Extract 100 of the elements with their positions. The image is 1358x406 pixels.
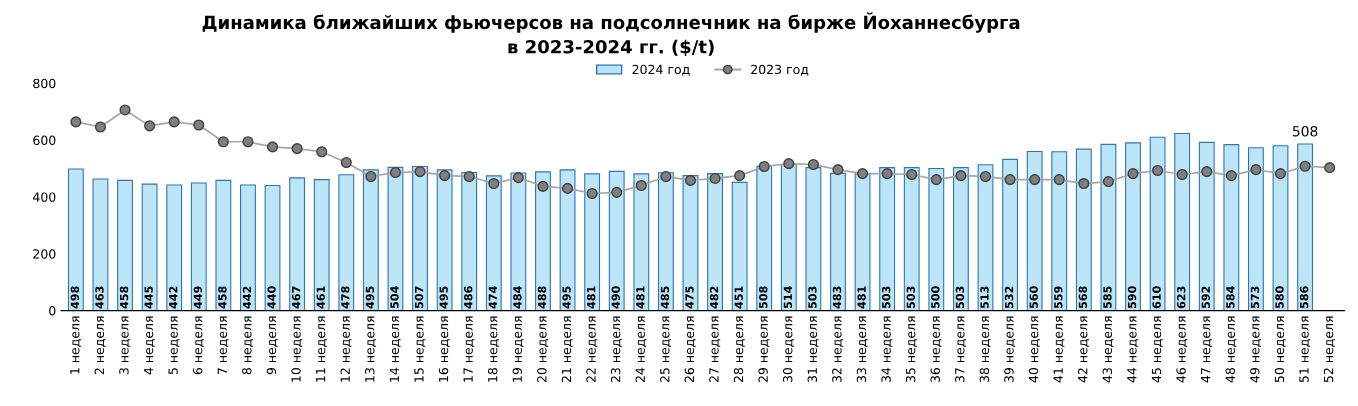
data-label: 495 (439, 286, 448, 309)
data-label: 504 (390, 286, 399, 309)
data-label: 559 (1054, 286, 1063, 309)
bar (977, 164, 994, 311)
point (439, 170, 451, 182)
bar (928, 167, 945, 311)
point (906, 168, 918, 181)
x-tick-label: 51 неделя (1299, 316, 1311, 383)
data-label: 485 (660, 286, 670, 309)
x-tick-label: 37 неделя (955, 316, 967, 383)
point (955, 170, 967, 182)
point (611, 186, 623, 198)
data-label: 482 (709, 286, 719, 309)
point (144, 120, 156, 132)
bar (1297, 143, 1314, 311)
data-label: 451 (734, 286, 743, 309)
bar (215, 179, 232, 311)
x-tick-label: 22 неделя (586, 316, 598, 383)
data-label: 513 (980, 286, 989, 309)
bar (436, 169, 453, 311)
x-tick-label: 17 неделя (463, 316, 475, 382)
data-label: 481 (636, 286, 645, 309)
data-label: 498 (70, 286, 80, 309)
point (389, 166, 402, 179)
bar (240, 184, 256, 311)
bar (387, 166, 404, 311)
data-label: 560 (1029, 286, 1038, 309)
bar (1198, 141, 1215, 311)
x-tick-label: 25 неделя (660, 316, 672, 383)
data-label: 458 (119, 286, 129, 309)
data-label: 532 (1004, 286, 1014, 309)
bar (731, 181, 748, 311)
point (340, 156, 352, 169)
bar (633, 173, 650, 311)
point (1250, 164, 1262, 176)
data-label: 592 (1201, 286, 1210, 309)
x-tick-label: 20 неделя (537, 316, 549, 383)
data-label: 584 (1226, 286, 1235, 309)
point (684, 174, 697, 186)
point (1152, 164, 1164, 177)
data-label: 503 (906, 286, 915, 309)
bar (1002, 158, 1019, 311)
data-label: 503 (881, 286, 891, 309)
point (807, 158, 819, 171)
data-label: 440 (267, 286, 276, 309)
bar (805, 167, 822, 311)
x-tick-label: 5 неделя (168, 316, 180, 375)
data-label: 503 (808, 286, 817, 309)
data-label: 507 (414, 286, 424, 309)
x-tick-label: 48 неделя (1225, 316, 1237, 383)
bar (289, 177, 306, 311)
bar (1051, 151, 1068, 311)
data-label: 463 (95, 286, 104, 309)
point (94, 121, 107, 133)
bar (584, 173, 601, 311)
point (857, 168, 869, 180)
bar (117, 179, 133, 311)
x-tick-label: 12 неделя (340, 316, 352, 382)
point (1176, 168, 1188, 181)
x-tick-label: 31 неделя (807, 316, 819, 383)
x-tick-label: 27 неделя (709, 316, 721, 383)
x-tick-label: 42 неделя (1078, 316, 1089, 383)
x-tick-label: 50 неделя (1274, 316, 1286, 383)
data-label: 580 (1275, 286, 1284, 309)
x-tick-label: 29 неделя (758, 316, 770, 383)
bar (952, 167, 969, 311)
bar (141, 183, 158, 311)
point (1201, 166, 1213, 178)
point (1053, 174, 1065, 186)
x-tick-label: 6 неделя (192, 316, 204, 375)
data-label: 488 (537, 286, 547, 309)
bar (608, 170, 625, 311)
bar (313, 179, 330, 311)
data-label: 445 (144, 286, 153, 309)
point (242, 136, 254, 148)
point (1127, 168, 1139, 180)
x-tick-label: 49 неделя (1250, 316, 1262, 383)
point (1299, 160, 1311, 172)
data-label: 483 (832, 286, 842, 309)
x-tick-label: 19 неделя (512, 316, 524, 382)
data-label: 486 (464, 286, 473, 309)
bar (510, 172, 527, 311)
bar (264, 184, 281, 311)
data-label: 508 (759, 286, 768, 309)
data-label: 442 (169, 286, 178, 309)
chart-title: Динамика ближайших фьючерсов на подсолнечник на бирже Йоханнесбурга в 2023-2024 гг. ($/t) (202, 12, 1020, 57)
x-tick-label: 44 неделя (1127, 316, 1139, 383)
x-tick-label: 40 неделя (1028, 316, 1040, 383)
bar (485, 175, 502, 311)
bar (1174, 132, 1191, 311)
x-tick-label: 32 неделя (832, 316, 844, 383)
data-label: 573 (1250, 286, 1260, 309)
data-label: 508 (1292, 126, 1318, 137)
x-tick-label: 43 неделя (1102, 316, 1114, 383)
point (1004, 174, 1016, 186)
bar (1100, 143, 1117, 311)
data-label: 623 (1176, 286, 1186, 309)
point (316, 146, 328, 158)
x-tick-label: 36 неделя (930, 316, 942, 383)
x-tick-label: 26 неделя (684, 316, 696, 383)
